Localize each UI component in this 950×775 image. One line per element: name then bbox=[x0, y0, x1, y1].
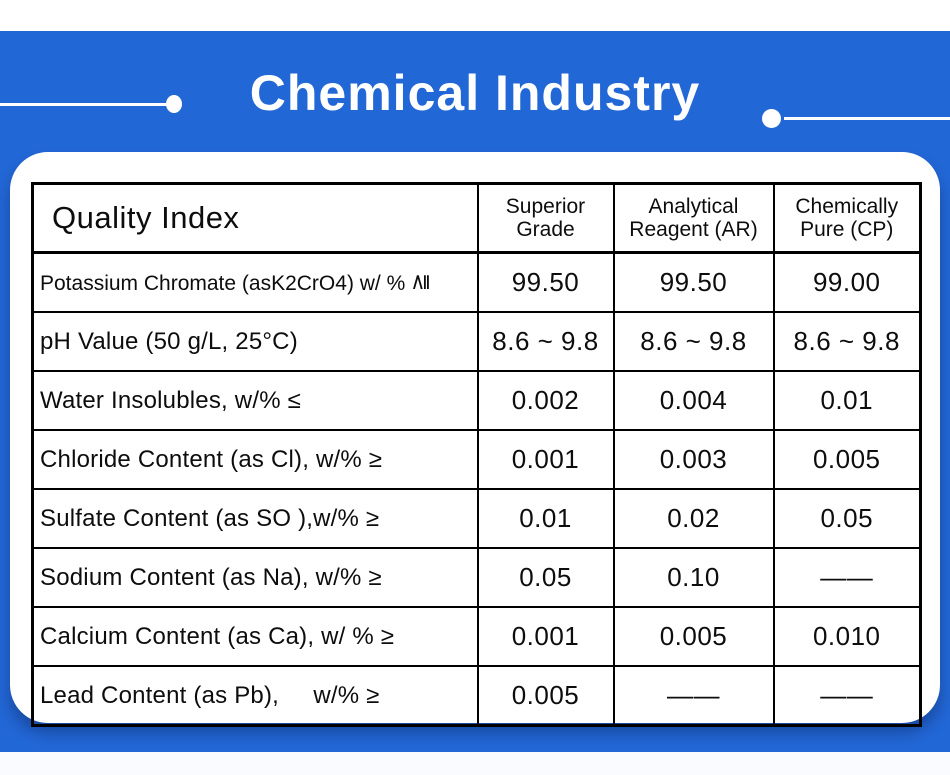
superior-grade-value: 0.002 bbox=[476, 370, 615, 431]
chemically-pure-value: 0.05 bbox=[772, 488, 922, 549]
spec-name-label: Sulfate Content (as SO ),w/% ≥ bbox=[40, 504, 380, 532]
banner-right-line bbox=[784, 117, 950, 120]
spec-name-cell: pH Value (50 g/L, 25°C) bbox=[31, 311, 479, 372]
spec-name-cell: Water Insolubles, w/% ≤ bbox=[31, 370, 479, 431]
chemically-pure-line1: Chemically bbox=[795, 194, 899, 218]
analytical-reagent-value: 99.50 bbox=[612, 251, 775, 313]
analytical-reagent-value: 0.10 bbox=[612, 547, 775, 608]
spec-name-cell: Potassium Chromate (asK2CrO4) w/ % ≧ bbox=[31, 251, 479, 313]
analytical-reagent-value: 0.004 bbox=[612, 370, 775, 431]
analytical-reagent-value: —— bbox=[612, 665, 775, 727]
spec-name-cell: Calcium Content (as Ca), w/ % ≥ bbox=[31, 606, 479, 667]
superior-grade-value: 99.50 bbox=[476, 251, 615, 313]
chemically-pure-value: 8.6 ~ 9.8 bbox=[772, 311, 922, 372]
superior-grade-line2: Grade bbox=[516, 218, 575, 241]
superior-grade-line1: Superior bbox=[505, 194, 586, 218]
analytical-reagent-line1: Analytical bbox=[648, 194, 739, 218]
table-row: Water Insolubles, w/% ≤ 0.002 0.004 0.01 bbox=[31, 370, 922, 431]
spec-name-cell: Sodium Content (as Na), w/% ≥ bbox=[31, 547, 479, 608]
banner-right-dot-icon bbox=[762, 109, 781, 128]
spec-name-cell: Chloride Content (as Cl), w/% ≥ bbox=[31, 429, 479, 490]
table-body: Potassium Chromate (asK2CrO4) w/ % ≧ 99.… bbox=[31, 251, 922, 727]
chemically-pure-value: 0.010 bbox=[772, 606, 922, 667]
banner-left-dot-icon bbox=[166, 95, 182, 113]
spec-name-label: Water Insolubles, w/% ≤ bbox=[40, 386, 301, 414]
spec-card: Quality Index Superior Grade Analytical … bbox=[10, 152, 940, 727]
analytical-reagent-value: 0.005 bbox=[612, 606, 775, 667]
table-row: Sodium Content (as Na), w/% ≥ 0.05 0.10 … bbox=[31, 547, 922, 608]
chemically-pure-value: —— bbox=[772, 665, 922, 727]
analytical-reagent-value: 8.6 ~ 9.8 bbox=[612, 311, 775, 372]
table-row: Chloride Content (as Cl), w/% ≥ 0.001 0.… bbox=[31, 429, 922, 490]
chemically-pure-value: —— bbox=[772, 547, 922, 608]
table-row: pH Value (50 g/L, 25°C) 8.6 ~ 9.8 8.6 ~ … bbox=[31, 311, 922, 372]
spec-name-cell: Lead Content (as Pb), w/% ≥ bbox=[31, 665, 479, 727]
chemically-pure-value: 0.01 bbox=[772, 370, 922, 431]
bottom-strip bbox=[0, 752, 950, 775]
spec-name-label: Chloride Content (as Cl), w/% ≥ bbox=[40, 445, 383, 473]
spec-name-label: pH Value (50 g/L, 25°C) bbox=[40, 327, 298, 355]
superior-grade-value: 0.005 bbox=[476, 665, 615, 727]
table-row: Sulfate Content (as SO ),w/% ≥ 0.01 0.02… bbox=[31, 488, 922, 549]
superior-grade-value: 0.001 bbox=[476, 429, 615, 490]
spec-name-label: Sodium Content (as Na), w/% ≥ bbox=[40, 563, 382, 591]
spec-limit-symbol: ≧ bbox=[407, 272, 433, 292]
analytical-reagent-value: 0.02 bbox=[612, 488, 775, 549]
chemically-pure-value: 99.00 bbox=[772, 251, 922, 313]
analytical-reagent-line2: Reagent (AR) bbox=[629, 218, 758, 241]
superior-grade-header: Superior Grade bbox=[476, 182, 615, 254]
chemically-pure-line2: Pure (CP) bbox=[800, 218, 894, 241]
spec-name-label: Lead Content (as Pb), w/% ≥ bbox=[40, 681, 380, 709]
quality-index-header: Quality Index bbox=[31, 182, 479, 254]
superior-grade-value: 0.001 bbox=[476, 606, 615, 667]
spec-name-label: Calcium Content (as Ca), w/ % ≥ bbox=[40, 622, 395, 650]
spec-name-label: Potassium Chromate (asK2CrO4) w/ % bbox=[40, 272, 412, 295]
table-row: Calcium Content (as Ca), w/ % ≥ 0.001 0.… bbox=[31, 606, 922, 667]
superior-grade-value: 8.6 ~ 9.8 bbox=[476, 311, 615, 372]
superior-grade-value: 0.01 bbox=[476, 488, 615, 549]
analytical-reagent-header: Analytical Reagent (AR) bbox=[612, 182, 775, 254]
quality-index-table: Quality Index Superior Grade Analytical … bbox=[31, 182, 922, 727]
chemically-pure-header: Chemically Pure (CP) bbox=[772, 182, 922, 254]
superior-grade-value: 0.05 bbox=[476, 547, 615, 608]
table-row: Potassium Chromate (asK2CrO4) w/ % ≧ 99.… bbox=[31, 251, 922, 313]
page-title: Chemical Industry bbox=[249, 65, 701, 121]
analytical-reagent-value: 0.003 bbox=[612, 429, 775, 490]
chemically-pure-value: 0.005 bbox=[772, 429, 922, 490]
banner-left-line bbox=[0, 103, 167, 106]
spec-name-cell: Sulfate Content (as SO ),w/% ≥ bbox=[31, 488, 479, 549]
table-header-row: Quality Index Superior Grade Analytical … bbox=[31, 182, 922, 254]
table-row: Lead Content (as Pb), w/% ≥ 0.005 —— —— bbox=[31, 665, 922, 727]
